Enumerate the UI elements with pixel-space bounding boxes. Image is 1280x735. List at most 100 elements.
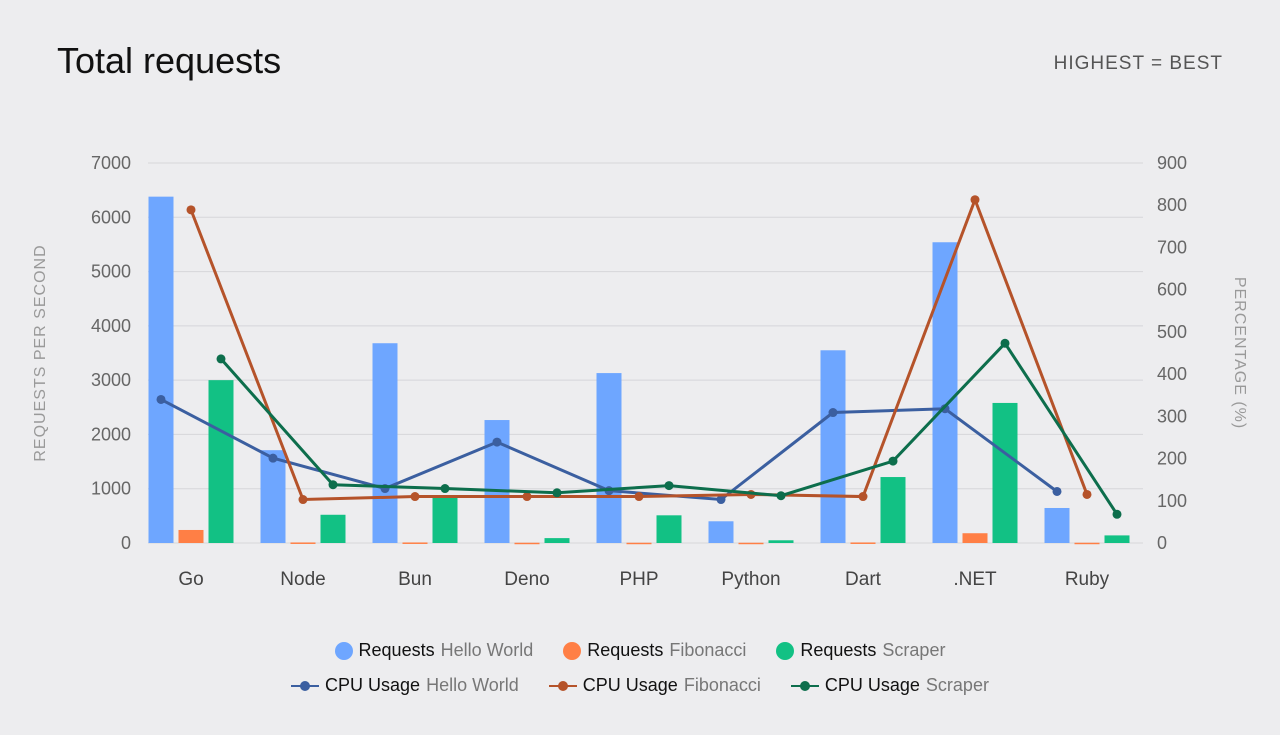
bar — [1044, 507, 1070, 543]
bar — [320, 514, 346, 543]
line-point — [298, 495, 308, 505]
bar — [992, 402, 1018, 543]
legend-line-icon — [790, 680, 819, 691]
y2-tick-label: 700 — [1157, 237, 1187, 257]
x-tick-label: Go — [178, 569, 203, 590]
y2-tick-label: 200 — [1157, 449, 1187, 469]
line-point — [156, 394, 166, 404]
y-axis-label: REQUESTS PER SECOND — [32, 244, 49, 461]
line-point — [552, 488, 562, 498]
line-point — [268, 453, 278, 463]
y2-tick-label: 400 — [1157, 364, 1187, 384]
legend-sublabel: Scraper — [882, 640, 946, 660]
legend-dot-icon — [776, 641, 795, 660]
line-point — [716, 495, 726, 505]
bar — [820, 350, 846, 543]
line-point — [216, 354, 226, 364]
line-point — [828, 408, 838, 418]
y2-tick-label: 900 — [1157, 153, 1187, 173]
line-point — [522, 492, 532, 502]
line-point — [940, 404, 950, 414]
y2-tick-label: 0 — [1157, 533, 1167, 553]
bar — [1074, 542, 1100, 545]
line-point — [776, 491, 786, 501]
legend-label: CPU Usage — [582, 675, 678, 695]
x-tick-label: Node — [280, 569, 325, 590]
bar — [260, 450, 286, 543]
legend-sublabel: Fibonacci — [683, 675, 761, 695]
y2-tick-label: 500 — [1157, 322, 1187, 342]
legend-item[interactable]: Requests Hello World — [334, 640, 533, 661]
bar — [514, 542, 540, 545]
y2-tick-label: 600 — [1157, 280, 1187, 300]
x-tick-label: Deno — [504, 569, 549, 590]
legend-lines: CPU Usage Hello World CPU Usage Fibonacci CP… — [0, 675, 1280, 696]
x-tick-label: Dart — [845, 569, 882, 590]
y-tick-label: 3000 — [91, 370, 131, 390]
bar — [148, 196, 174, 543]
line-point — [888, 456, 898, 466]
bar — [290, 542, 316, 544]
bar — [738, 542, 764, 545]
y2-tick-label: 100 — [1157, 491, 1187, 511]
highest-best-note: HIGHEST = BEST — [1053, 53, 1223, 74]
legend-label: Requests — [800, 640, 877, 660]
x-tick-label: PHP — [619, 569, 658, 590]
x-tick-label: Bun — [398, 569, 432, 590]
legend-item[interactable]: Requests Scraper — [776, 640, 945, 661]
x-tick-label: .NET — [953, 569, 997, 590]
bar — [402, 542, 428, 544]
y2-tick-label: 300 — [1157, 406, 1187, 426]
bar — [850, 542, 876, 544]
bar — [626, 542, 652, 545]
y-tick-label: 4000 — [91, 316, 131, 336]
y-tick-label: 1000 — [91, 479, 131, 499]
legend-sublabel: Fibonacci — [669, 640, 747, 660]
bar — [1104, 535, 1130, 543]
line-point — [440, 484, 450, 494]
legend-label: CPU Usage — [325, 675, 421, 695]
legend-bars: Requests Hello World Requests Fibonacci Requ… — [0, 640, 1280, 661]
bar — [432, 497, 458, 543]
x-tick-label: Python — [721, 569, 780, 590]
legend-label: CPU Usage — [824, 675, 920, 695]
legend-item[interactable]: CPU Usage Fibonacci — [548, 675, 761, 696]
line-point — [328, 480, 338, 490]
legend-item[interactable]: CPU Usage Scraper — [790, 675, 989, 696]
y-tick-label: 2000 — [91, 424, 131, 444]
legend-dot-icon — [563, 641, 582, 660]
line-point — [634, 492, 644, 502]
bar — [708, 521, 734, 543]
y2-axis-label: PERCENTAGE (%) — [1231, 277, 1248, 429]
line-point — [970, 195, 980, 205]
bar — [932, 242, 958, 543]
legend-line-icon — [548, 680, 577, 691]
bar — [880, 477, 906, 543]
legend-label: Requests — [587, 640, 664, 660]
legend-dot-icon — [334, 641, 353, 660]
y-tick-label: 6000 — [91, 207, 131, 227]
bar — [656, 515, 682, 543]
bar — [178, 529, 204, 543]
legend-item[interactable]: Requests Fibonacci — [563, 640, 746, 661]
bar — [208, 380, 234, 543]
bar — [768, 540, 794, 543]
legend-label: Requests — [358, 640, 435, 660]
bar — [544, 538, 570, 543]
bar — [372, 343, 398, 543]
bar — [962, 533, 988, 543]
y2-tick-label: 800 — [1157, 195, 1187, 215]
line-point — [492, 437, 502, 447]
bar — [596, 373, 622, 543]
legend-sublabel: Scraper — [925, 675, 989, 695]
line-point — [1052, 486, 1062, 496]
y-tick-label: 5000 — [91, 262, 131, 282]
x-tick-label: Ruby — [1065, 569, 1110, 590]
legend-item[interactable]: CPU Usage Hello World — [291, 675, 519, 696]
line-point — [1112, 509, 1122, 519]
y-tick-label: 7000 — [91, 153, 131, 173]
page-title: Total requests — [57, 40, 282, 81]
line-point — [858, 492, 868, 502]
line-point — [410, 492, 420, 502]
